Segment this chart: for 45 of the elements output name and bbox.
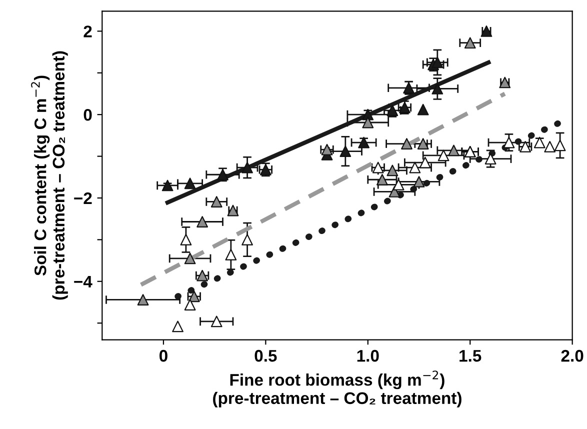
point — [376, 174, 388, 186]
point — [172, 320, 184, 332]
x-tick-label: 1.0 — [357, 350, 379, 362]
point — [340, 146, 352, 157]
point — [417, 104, 429, 116]
y-axis-title: Soil C content (kg C m$^{−2}$) (pre-treatment – CO₂ treatment) — [31, 51, 68, 300]
point — [184, 252, 196, 264]
point — [242, 162, 253, 174]
y-tick-label: −4 — [74, 276, 92, 288]
point — [448, 144, 460, 156]
point — [438, 150, 450, 162]
point — [432, 83, 444, 94]
point — [358, 136, 370, 148]
y-tick-label: 2 — [84, 26, 92, 38]
point — [413, 176, 425, 188]
point — [464, 37, 476, 49]
point — [162, 180, 174, 192]
x-tick-label: 0.5 — [254, 350, 277, 362]
y-tick-label: 0 — [84, 108, 92, 121]
point — [184, 178, 196, 190]
point — [242, 234, 253, 246]
point — [180, 234, 192, 246]
point — [544, 140, 556, 152]
x-tick-label: 0 — [159, 350, 168, 362]
point — [401, 138, 412, 150]
x-axis-title: Fine root biomass (kg m$^{−2}$) (pre-treatment – CO₂ treatment) — [213, 370, 462, 408]
x-tick-label: 1.5 — [460, 350, 482, 362]
point — [196, 216, 208, 228]
point — [534, 136, 546, 148]
point — [484, 153, 496, 164]
point — [554, 140, 566, 152]
point — [503, 136, 515, 148]
y-tick-label: −2 — [74, 192, 92, 204]
point — [210, 196, 222, 208]
point — [386, 164, 398, 176]
point — [137, 294, 149, 306]
point — [184, 299, 196, 310]
point — [417, 138, 429, 150]
point — [210, 316, 222, 328]
point — [419, 156, 431, 168]
point — [225, 248, 237, 260]
point — [432, 56, 444, 68]
point — [409, 162, 421, 174]
point — [362, 116, 374, 128]
x-tick-label: 2.0 — [561, 350, 584, 362]
